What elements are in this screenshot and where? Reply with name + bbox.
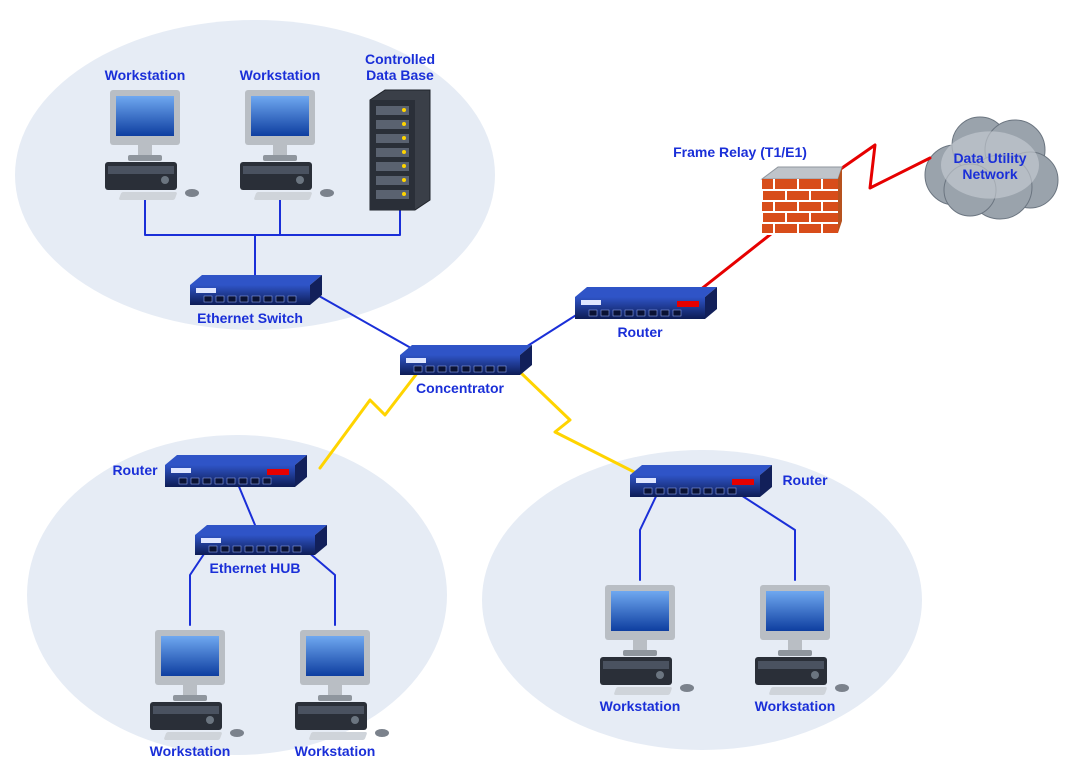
ws_bl_2-label: Workstation bbox=[295, 743, 376, 759]
ws_top_2-label: Workstation bbox=[240, 67, 321, 83]
server-icon bbox=[370, 90, 430, 210]
cable-wan-zig bbox=[832, 145, 930, 188]
concentrator-label: Concentrator bbox=[416, 380, 504, 396]
rack-device-icon bbox=[190, 275, 322, 305]
router_bl-label: Router bbox=[112, 462, 158, 478]
router_br-label: Router bbox=[782, 472, 828, 488]
rack-device-icon bbox=[630, 465, 772, 497]
db-label: Data Base bbox=[366, 67, 434, 83]
rack-device-icon bbox=[165, 455, 307, 487]
ws_bl_1-label: Workstation bbox=[150, 743, 231, 759]
network-diagram: Data UtilityNetwork Workstation Workstatio… bbox=[0, 0, 1076, 781]
utility-cloud-label: Network bbox=[962, 166, 1017, 182]
rack-device-icon bbox=[400, 345, 532, 375]
db-label: Controlled bbox=[365, 51, 435, 67]
cable-lightning bbox=[520, 372, 640, 475]
ws_br_1-label: Workstation bbox=[600, 698, 681, 714]
rack-device-icon bbox=[575, 287, 717, 319]
firewall-label: Frame Relay (T1/E1) bbox=[673, 144, 807, 160]
switch-label: Ethernet Switch bbox=[197, 310, 303, 326]
hub-label: Ethernet HUB bbox=[209, 560, 300, 576]
firewall-icon bbox=[762, 167, 842, 234]
ws_top_1-label: Workstation bbox=[105, 67, 186, 83]
utility-cloud-label: Data Utility bbox=[953, 150, 1026, 166]
ws_br_2-label: Workstation bbox=[755, 698, 836, 714]
router_top-label: Router bbox=[617, 324, 663, 340]
rack-device-icon bbox=[195, 525, 327, 555]
